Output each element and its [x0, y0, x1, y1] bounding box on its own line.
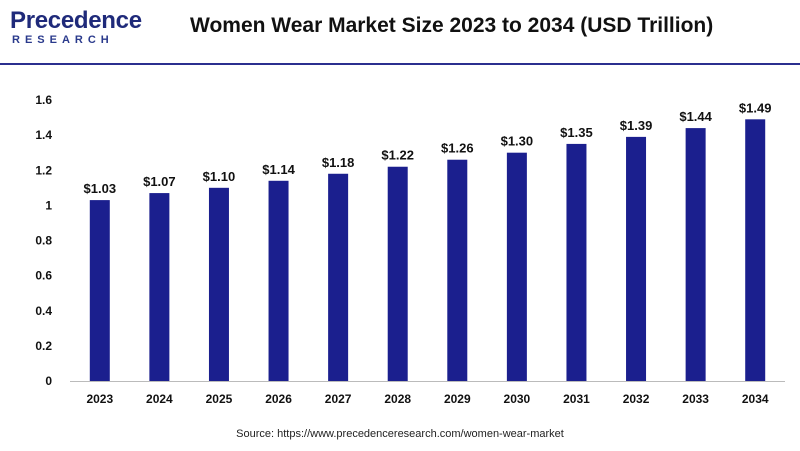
data-labels: $1.03 $1.07 $1.10 $1.14 $1.18 $1.22 $1.26 $1.30… [84, 100, 772, 196]
header-divider [0, 63, 800, 65]
data-label-2024: $1.07 [143, 174, 176, 189]
y-tick-label: 0.2 [35, 339, 52, 353]
bar-2024 [149, 193, 170, 381]
x-tick-label: 2028 [384, 392, 411, 406]
data-label-2032: $1.39 [620, 118, 653, 133]
data-label-2033: $1.44 [679, 109, 712, 124]
x-tick-label: 2034 [742, 392, 769, 406]
x-tick-label: 2029 [444, 392, 471, 406]
x-tick-label: 2031 [563, 392, 590, 406]
bar-2025 [208, 187, 229, 381]
bar-2027 [328, 173, 349, 381]
data-label-2026: $1.14 [262, 162, 295, 177]
y-tick-label: 0.8 [35, 234, 52, 248]
bar-2028 [387, 166, 408, 381]
data-label-2030: $1.30 [501, 134, 534, 149]
bar-series [89, 119, 766, 381]
x-tick-label: 2027 [325, 392, 352, 406]
bar-2030 [506, 152, 527, 381]
bar-chart: 0 0.2 0.4 0.6 0.8 1 1.2 1.4 1.6 2023 2024 2025 2026… [35, 93, 785, 406]
y-tick-label: 1.6 [35, 93, 52, 107]
x-tick-label: 2030 [504, 392, 531, 406]
y-tick-label: 1 [45, 198, 52, 212]
data-label-2034: $1.49 [739, 100, 772, 115]
source-note: Source: https://www.precedenceresearch.c… [236, 428, 564, 440]
x-axis: 2023 2024 2025 2026 2027 2028 2029 2030 2031 2032… [70, 381, 785, 406]
y-tick-label: 0 [45, 374, 52, 388]
brand-logo: Precedence RESEARCH [10, 7, 142, 50]
logo-subtitle: RESEARCH [12, 34, 114, 46]
y-tick-label: 0.4 [35, 304, 52, 318]
bar-2026 [268, 180, 289, 381]
x-tick-label: 2023 [86, 392, 113, 406]
bar-2029 [447, 159, 468, 381]
y-tick-label: 1.4 [35, 128, 52, 142]
data-label-2023: $1.03 [84, 181, 117, 196]
data-label-2029: $1.26 [441, 141, 474, 156]
x-tick-label: 2033 [682, 392, 709, 406]
y-tick-label: 0.6 [35, 269, 52, 283]
logo-wordmark: Precedence [10, 7, 142, 34]
data-label-2028: $1.22 [381, 148, 414, 163]
x-tick-label: 2025 [206, 392, 233, 406]
bar-2031 [566, 143, 587, 381]
data-label-2031: $1.35 [560, 125, 593, 140]
chart-title: Women Wear Market Size 2023 to 2034 (USD… [190, 14, 714, 37]
bar-2032 [626, 136, 647, 381]
bar-2033 [685, 128, 706, 381]
data-label-2027: $1.18 [322, 155, 355, 170]
x-tick-label: 2024 [146, 392, 173, 406]
bar-2034 [745, 119, 766, 381]
data-label-2025: $1.10 [203, 169, 236, 184]
bar-2023 [89, 200, 110, 381]
x-tick-label: 2026 [265, 392, 292, 406]
y-axis: 0 0.2 0.4 0.6 0.8 1 1.2 1.4 1.6 [35, 93, 52, 388]
x-tick-label: 2032 [623, 392, 650, 406]
y-tick-label: 1.2 [35, 163, 52, 177]
